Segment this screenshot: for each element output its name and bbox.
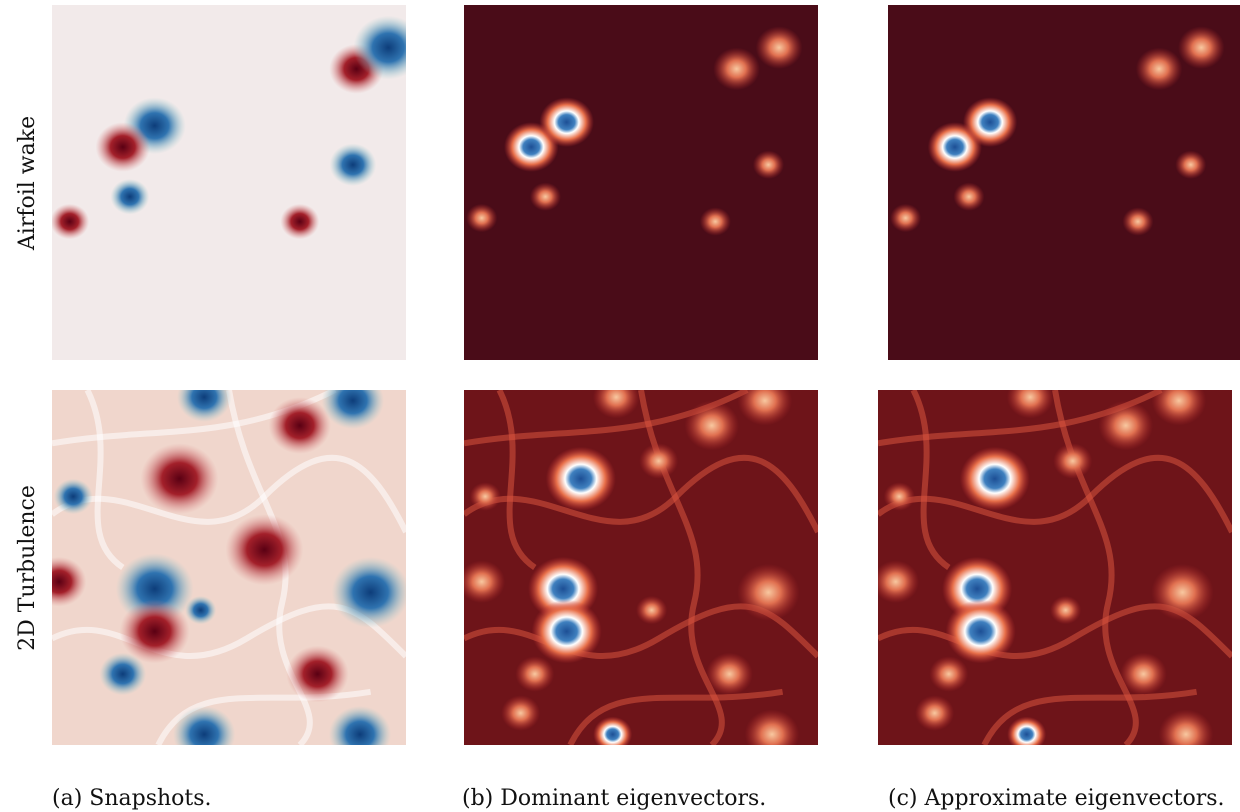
- caption: (c) Approximate eigenvectors.: [888, 786, 1225, 811]
- vortex: [1151, 390, 1207, 426]
- vortex: [959, 446, 1030, 511]
- vortex: [531, 599, 602, 664]
- vortex: [268, 397, 331, 454]
- vortex: [1050, 595, 1082, 625]
- vortex: [466, 203, 498, 233]
- vortex: [929, 656, 969, 692]
- vortex: [684, 400, 740, 451]
- vortex: [119, 599, 190, 664]
- field-panel: [888, 5, 1240, 360]
- vortex: [110, 178, 150, 215]
- vortex: [639, 443, 679, 479]
- vortex: [737, 390, 793, 426]
- vortex: [890, 203, 922, 233]
- vortex: [636, 595, 668, 625]
- vortex: [99, 652, 147, 696]
- vortex: [225, 514, 304, 586]
- vortex: [713, 47, 760, 91]
- vortex: [140, 443, 219, 515]
- field-panel: [52, 390, 406, 745]
- vortex: [1120, 652, 1167, 696]
- vortex: [1135, 47, 1183, 91]
- vortex: [52, 556, 87, 607]
- caption: (b) Dominant eigenvectors.: [462, 786, 766, 811]
- vortex: [1098, 400, 1154, 451]
- vortex: [529, 182, 561, 211]
- vortex: [176, 390, 232, 422]
- vortex: [962, 97, 1018, 147]
- vortex: [95, 122, 151, 172]
- vortex: [1122, 207, 1154, 236]
- vortex: [592, 390, 640, 419]
- filament: [567, 688, 784, 745]
- field-panel: [464, 390, 818, 745]
- vortex: [185, 595, 217, 625]
- field-panel: [52, 5, 406, 360]
- vortex: [1158, 709, 1214, 745]
- vortex: [515, 656, 555, 692]
- vortex: [53, 478, 93, 515]
- vortex: [539, 97, 594, 147]
- field-panel: [878, 390, 1232, 745]
- vortex: [469, 482, 501, 511]
- filament: [226, 390, 313, 745]
- vortex: [501, 695, 541, 731]
- filament: [981, 688, 1198, 745]
- vortex: [593, 716, 633, 745]
- vortex: [173, 705, 236, 745]
- vortex: [286, 645, 349, 703]
- vortex: [878, 560, 920, 603]
- vortex: [953, 182, 985, 211]
- filament: [496, 390, 537, 570]
- vortex: [1007, 716, 1047, 745]
- vortex: [1006, 390, 1054, 419]
- row-label: Airfoil wake: [15, 116, 40, 251]
- vortex: [280, 203, 320, 240]
- vortex: [1053, 443, 1093, 479]
- filament: [910, 390, 951, 570]
- vortex: [755, 26, 803, 69]
- vortex: [329, 143, 377, 187]
- vortex: [883, 482, 915, 511]
- vortex: [706, 652, 753, 696]
- vortex: [353, 15, 406, 80]
- vortex: [331, 556, 406, 628]
- vortex: [744, 709, 800, 745]
- vortex: [915, 695, 955, 731]
- filament: [84, 390, 125, 570]
- vortex: [321, 390, 385, 430]
- vortex: [699, 207, 731, 236]
- vortex: [1178, 26, 1225, 69]
- vortex: [545, 446, 616, 511]
- caption: (a) Snapshots.: [52, 786, 212, 811]
- row-label: 2D Turbulence: [15, 485, 40, 651]
- vortex: [752, 150, 785, 179]
- field-panel: [464, 5, 818, 360]
- vortex: [945, 599, 1016, 664]
- vortex: [1175, 150, 1207, 179]
- vortex: [52, 203, 90, 240]
- vortex: [328, 705, 392, 745]
- vortex: [1151, 563, 1214, 621]
- vortex: [737, 563, 800, 621]
- vortex: [464, 560, 506, 603]
